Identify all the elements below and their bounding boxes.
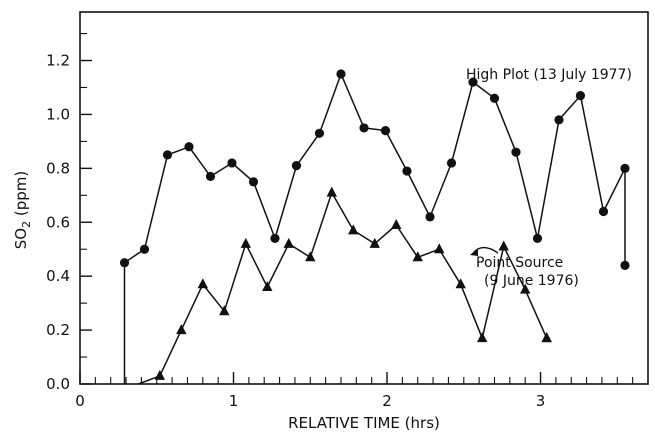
high-plot-point [468,77,478,87]
point-source-point [197,278,209,289]
high-plot-point [162,150,173,160]
annotation-high-plot: High Plot (13 July 1977) [466,67,632,83]
point-source-point [305,251,316,262]
high-plot-point [511,147,521,157]
point-source-point [154,369,166,380]
point-source-point [477,332,488,343]
high-plot-point [270,233,280,244]
series-line-0 [123,73,626,384]
point-source-point [219,305,230,316]
high-plot-point [205,171,216,182]
series-lines [123,73,626,385]
point-source-point [283,237,294,248]
high-plot-point [314,128,325,138]
y-axis-title-sub: 2 [20,221,33,228]
high-plot-point [227,158,237,168]
high-plot-point [489,93,500,103]
high-plot-point [446,158,457,168]
high-plot-point [402,166,412,176]
point-source-point [391,218,402,229]
y-tick-label: 0.0 [46,375,70,393]
x-tick-label: 2 [382,392,392,410]
y-tick-label: 1.2 [46,52,70,70]
point-source-point [176,324,187,335]
x-axis-title: RELATIVE TIME (hrs) [288,414,440,432]
high-plot-point [380,126,391,136]
point-source-point [434,243,445,254]
high-plot-point [119,258,130,268]
high-plot-point [598,206,609,217]
high-plot-point [532,233,543,244]
high-plot-point [248,177,259,187]
high-plot-point [620,260,630,270]
high-plot-point [291,161,302,171]
point-source-point [240,237,251,248]
point-source-point [455,278,466,289]
y-axis-title-main: SO [12,228,30,249]
high-plot-point [336,69,346,79]
point-source-point [541,332,552,343]
point-source-point [369,237,380,248]
x-tick-label: 3 [536,392,546,410]
x-tick-label: 0 [75,392,85,410]
series-markers [119,69,630,380]
point-source-point [519,283,531,294]
point-source-point [326,186,337,197]
annotation-point-source-line2: (9 June 1976) [484,273,579,289]
series-line-1 [138,191,548,385]
high-plot-point [139,244,150,254]
ticks [79,33,634,385]
y-tick-label: 0.6 [46,213,70,231]
point-source-point [498,240,509,251]
y-tick-label: 0.8 [46,159,70,177]
point-source-point [348,224,359,235]
point-source-point [262,280,273,291]
high-plot-point [184,142,194,152]
high-plot-point [359,123,369,133]
tick-labels: 0 1 2 3 0.0 0.2 0.4 0.6 0.8 1.0 1.2 [46,52,545,410]
y-tick-label: 0.2 [46,321,70,339]
y-tick-label: 0.4 [46,267,70,285]
annotation-point-source-line1: Point Source [476,255,563,271]
plot-frame [79,11,649,385]
high-plot-point [620,163,630,173]
point-source-point [412,251,423,262]
high-plot-point [554,115,564,125]
x-tick-label: 1 [229,392,239,410]
high-plot-point [575,90,586,101]
y-tick-label: 1.0 [46,105,70,123]
high-plot-point [425,212,435,222]
y-axis-title: SO2 (ppm) [12,171,33,249]
annotation-arrow-head [470,248,478,256]
y-axis-title-unit: (ppm) [12,171,30,221]
